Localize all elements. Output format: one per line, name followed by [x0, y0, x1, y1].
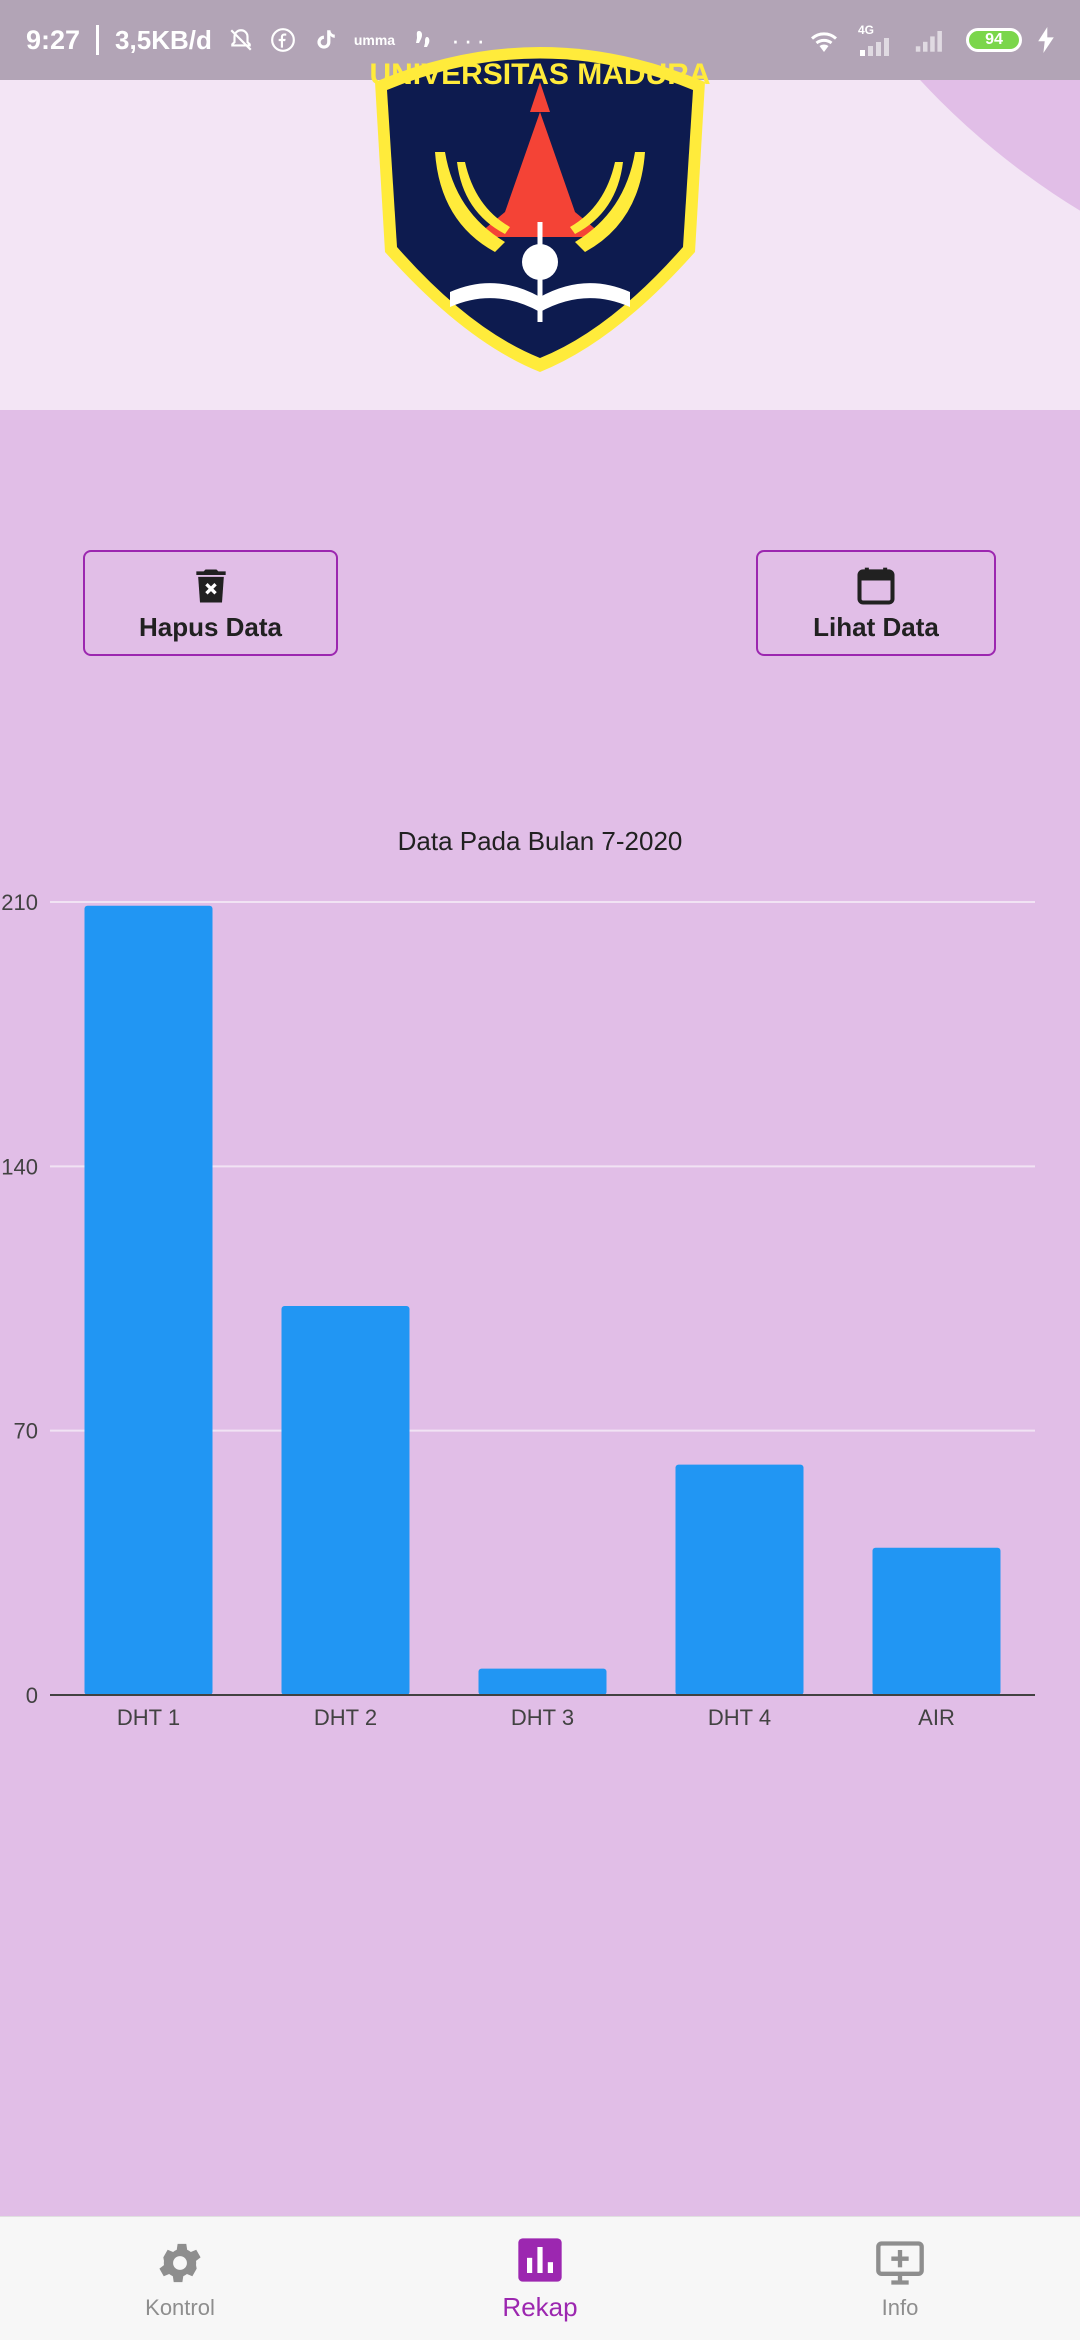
- calendar-icon: [857, 567, 895, 605]
- nav-item-kontrol[interactable]: Kontrol: [0, 2217, 360, 2340]
- bar-dht-3: [478, 1668, 607, 1695]
- bar-chart-icon: [518, 2238, 562, 2282]
- delete-data-label: Hapus Data: [138, 611, 283, 642]
- logo-text: UNIVERSITAS MADURA: [369, 58, 710, 91]
- nav-label-kontrol: Kontrol: [145, 2294, 215, 2320]
- x-tick-label: DHT 4: [708, 1705, 771, 1730]
- foot-icon: [411, 27, 435, 53]
- facebook-icon: [270, 27, 296, 53]
- x-tick-label: DHT 1: [117, 1705, 180, 1730]
- y-tick-label: 210: [1, 890, 38, 915]
- x-tick-label: AIR: [918, 1705, 955, 1730]
- bar-dht-4: [675, 1464, 804, 1695]
- bell-off-icon: [228, 27, 254, 53]
- chart-title: Data Pada Bulan 7-2020: [397, 826, 683, 856]
- nav-label-rekap: Rekap: [502, 2292, 578, 2322]
- nav-label-info: Info: [881, 2294, 919, 2320]
- battery-level: 94: [985, 31, 1003, 48]
- monitor-plus-icon: [876, 2240, 924, 2285]
- status-speed: 3,5KB/d: [115, 24, 212, 55]
- y-tick-label: 140: [1, 1154, 38, 1179]
- signal-icon-2: [914, 27, 950, 53]
- umma-icon: umma: [353, 32, 396, 48]
- header-curve: [720, 80, 1080, 320]
- x-tick-label: DHT 3: [511, 1705, 574, 1730]
- bar-chart: 0 70 140 210 DHT 1 DHT 2 DHT 3 DHT 4 AIR: [1, 890, 1035, 1730]
- status-time: 9:27: [26, 24, 81, 55]
- bar-dht-1: [84, 905, 213, 1695]
- delete-data-button[interactable]: Hapus Data: [83, 550, 338, 656]
- bar-air: [872, 1547, 1001, 1695]
- battery-indicator: 94: [966, 28, 1022, 52]
- network-label: 4G: [858, 23, 875, 37]
- view-data-label: Lihat Data: [813, 611, 939, 642]
- signal-icon: 4G: [858, 24, 898, 56]
- gear-icon: [159, 2243, 201, 2282]
- trash-icon: [195, 569, 226, 602]
- wifi-icon: [806, 26, 842, 54]
- view-data-button[interactable]: Lihat Data: [756, 550, 996, 656]
- y-tick-label: 70: [14, 1419, 38, 1444]
- tiktok-icon: [312, 27, 338, 53]
- bar-dht-2: [281, 1306, 410, 1695]
- more-dots-icon: ···: [451, 24, 490, 55]
- x-tick-label: DHT 2: [314, 1705, 377, 1730]
- university-logo: UNIVERSITAS MADURA: [369, 47, 711, 372]
- status-separator: [96, 25, 100, 55]
- nav-item-info[interactable]: Info: [720, 2217, 1080, 2340]
- bottom-navigation: Kontrol Rekap Info: [0, 2216, 1080, 2340]
- y-tick-label: 0: [26, 1683, 38, 1708]
- nav-item-rekap[interactable]: Rekap: [360, 2217, 720, 2340]
- charging-icon: [1038, 27, 1054, 53]
